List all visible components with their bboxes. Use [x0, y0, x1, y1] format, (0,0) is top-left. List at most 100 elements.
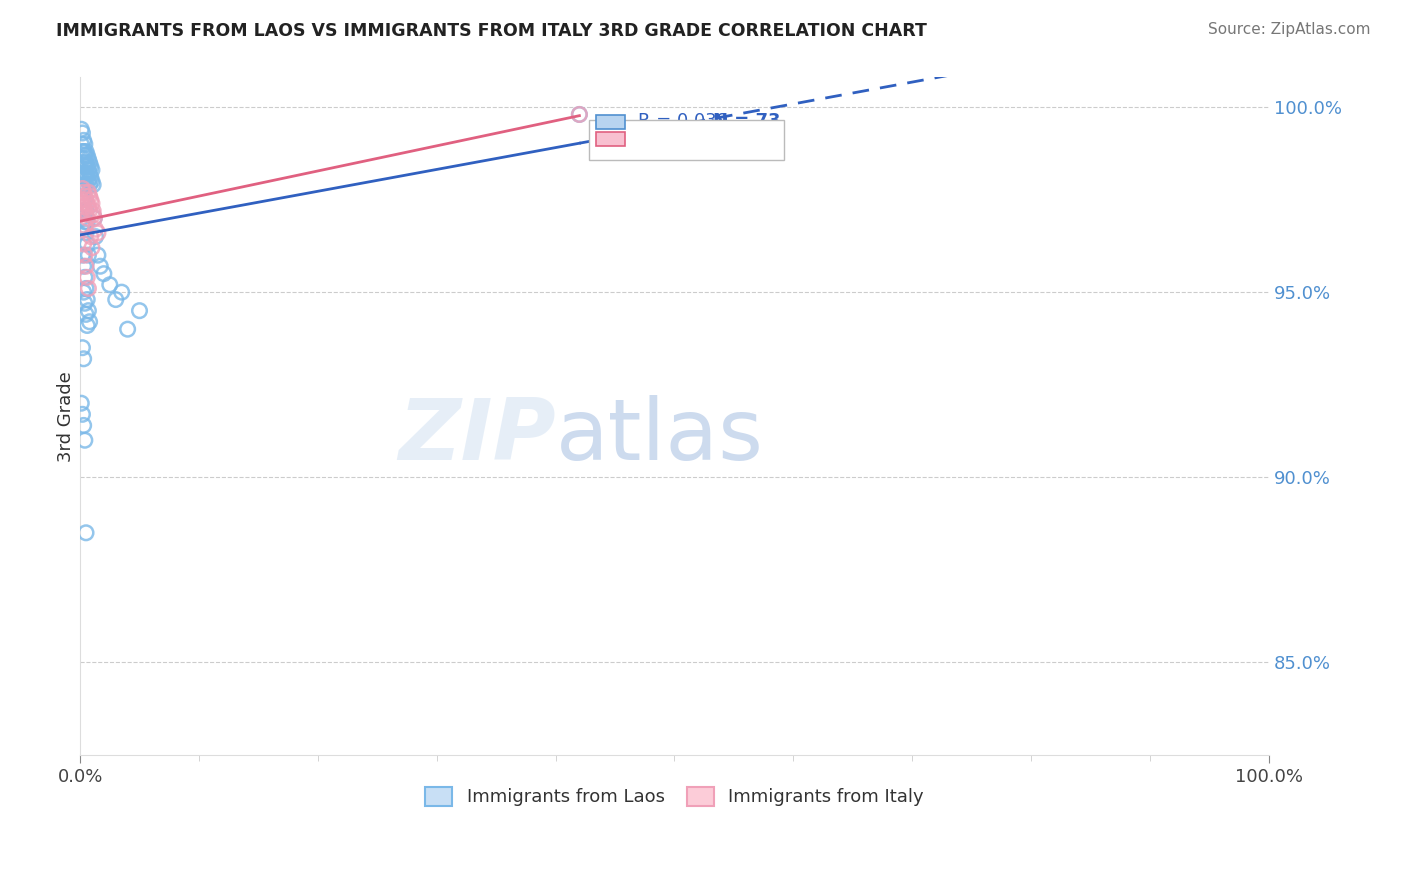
Point [80, 163, 103, 178]
Point [73, 193, 96, 207]
Point [84, 229, 107, 244]
Point [104, 293, 127, 307]
Point [76, 196, 98, 211]
Point [80, 170, 103, 185]
Point [72, 185, 94, 199]
Point [83, 211, 105, 226]
FancyBboxPatch shape [596, 115, 624, 129]
Point [75, 145, 97, 159]
Point [72, 133, 94, 147]
Point [83, 211, 105, 226]
Point [73, 434, 96, 448]
Point [72, 259, 94, 273]
Point [82, 178, 104, 192]
Text: N = 73: N = 73 [713, 112, 780, 130]
Point [70, 193, 93, 207]
Point [76, 170, 98, 185]
Point [87, 226, 110, 240]
Point [77, 248, 100, 262]
Point [72, 152, 94, 166]
Point [72, 181, 94, 195]
Point [76, 237, 98, 252]
Point [76, 148, 98, 162]
Point [80, 193, 103, 207]
Point [76, 211, 98, 226]
Point [75, 193, 97, 207]
Point [80, 174, 103, 188]
Point [72, 145, 94, 159]
Point [72, 248, 94, 262]
Point [72, 178, 94, 192]
Point [73, 248, 96, 262]
Point [79, 167, 101, 181]
Point [75, 167, 97, 181]
Point [72, 219, 94, 233]
Point [70, 396, 93, 410]
Point [76, 293, 98, 307]
Point [77, 200, 100, 214]
Point [73, 215, 96, 229]
Point [72, 196, 94, 211]
Point [79, 189, 101, 203]
Point [73, 270, 96, 285]
Point [72, 145, 94, 159]
Point [73, 148, 96, 162]
Point [72, 407, 94, 421]
Point [73, 203, 96, 218]
Point [77, 174, 100, 188]
Point [77, 152, 100, 166]
Point [128, 303, 150, 318]
Point [75, 207, 97, 221]
Point [76, 159, 98, 173]
Point [72, 203, 94, 218]
Point [89, 259, 111, 273]
Point [72, 341, 94, 355]
Point [77, 163, 100, 178]
Point [73, 219, 96, 233]
Point [87, 248, 110, 262]
Point [72, 351, 94, 366]
Point [72, 285, 94, 300]
Point [79, 178, 101, 192]
Point [70, 137, 93, 152]
Point [80, 159, 103, 173]
Point [79, 203, 101, 218]
Point [98, 277, 121, 292]
Text: R = 0.388: R = 0.388 [638, 128, 728, 147]
Point [93, 267, 115, 281]
Point [77, 185, 100, 199]
Point [82, 207, 104, 221]
Point [72, 237, 94, 252]
Point [72, 193, 94, 207]
Point [111, 285, 134, 300]
Y-axis label: 3rd Grade: 3rd Grade [58, 371, 75, 461]
Point [73, 170, 96, 185]
Text: ZIP: ZIP [398, 395, 555, 478]
Legend: Immigrants from Laos, Immigrants from Italy: Immigrants from Laos, Immigrants from It… [418, 780, 931, 814]
Point [72, 126, 94, 140]
Point [73, 137, 96, 152]
Text: N = 31: N = 31 [713, 128, 780, 147]
Point [77, 303, 100, 318]
Point [73, 189, 96, 203]
Point [75, 525, 97, 540]
Point [80, 196, 103, 211]
Point [79, 155, 101, 169]
FancyBboxPatch shape [589, 120, 785, 160]
Text: Source: ZipAtlas.com: Source: ZipAtlas.com [1208, 22, 1371, 37]
Text: atlas: atlas [555, 395, 763, 478]
Point [80, 229, 103, 244]
Point [568, 107, 591, 121]
Point [72, 155, 94, 169]
Point [70, 211, 93, 226]
Point [75, 226, 97, 240]
Point [76, 215, 98, 229]
Point [70, 122, 93, 136]
Point [82, 203, 104, 218]
Point [80, 241, 103, 255]
Point [75, 155, 97, 169]
FancyBboxPatch shape [596, 132, 624, 146]
Point [75, 178, 97, 192]
Point [75, 203, 97, 218]
Text: R = 0.039: R = 0.039 [638, 112, 728, 130]
